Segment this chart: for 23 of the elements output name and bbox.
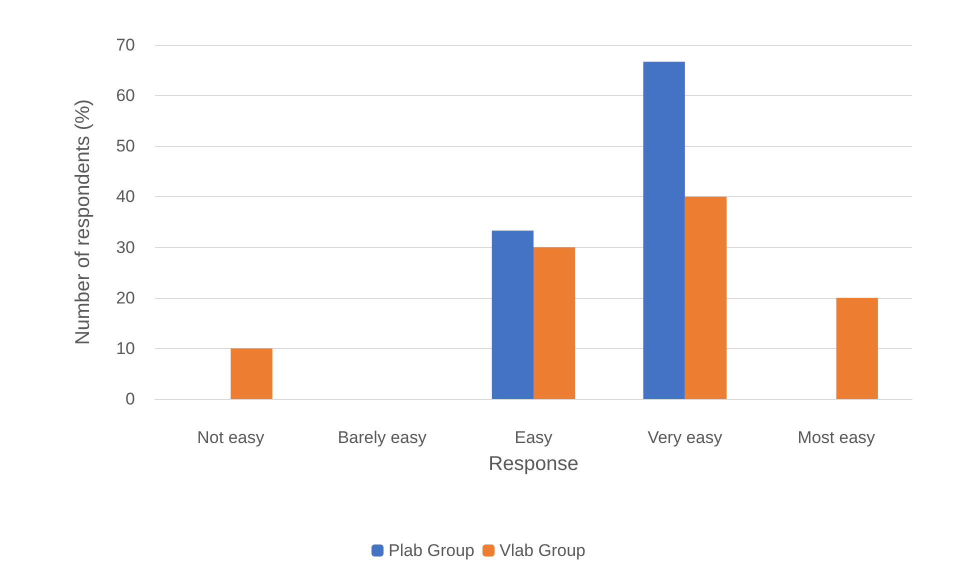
- x-axis-title: Response: [488, 453, 579, 475]
- legend-label: Vlab Group: [500, 541, 586, 560]
- bar: [836, 298, 878, 399]
- x-tick-label: Very easy: [648, 428, 723, 447]
- x-tick-label: Easy: [514, 428, 553, 447]
- y-tick-label: 50: [116, 136, 135, 156]
- x-tick-label: Not easy: [197, 428, 265, 447]
- bar: [643, 62, 685, 399]
- x-tick-label: Most easy: [798, 428, 876, 447]
- bar: [230, 348, 272, 399]
- y-tick-label: 70: [116, 36, 135, 54]
- legend-label: Plab Group: [388, 541, 475, 560]
- y-axis-title: Number of respondents (%): [72, 99, 94, 345]
- bar: [534, 247, 576, 399]
- y-tick-label: 60: [116, 86, 135, 106]
- y-tick-label: 30: [116, 238, 135, 257]
- y-tick-label: 20: [116, 288, 135, 308]
- y-tick-label: 0: [126, 390, 135, 408]
- y-tick-label: 10: [116, 338, 135, 358]
- bar: [684, 196, 727, 399]
- x-tick-label: Barely easy: [338, 428, 428, 447]
- bar: [492, 230, 534, 399]
- y-tick-label: 40: [116, 187, 135, 206]
